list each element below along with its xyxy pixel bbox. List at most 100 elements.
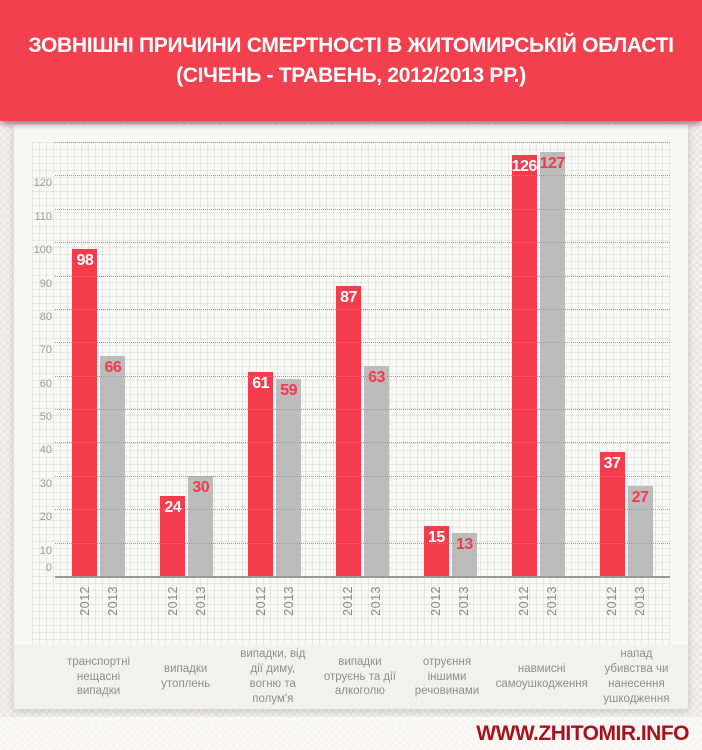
category-label: випадки утоплень <box>161 663 211 690</box>
tick-pair: 2012 2013 <box>406 580 494 640</box>
bar-group: 61 59 <box>231 142 319 576</box>
bar-2013: 13 <box>451 532 477 576</box>
tick-slot: 2013 <box>100 580 125 640</box>
tick-slot: 2012 <box>424 580 449 640</box>
y-tick-label: 30 <box>39 477 52 490</box>
tick-slot: 2013 <box>188 580 213 640</box>
gridline-20 <box>55 509 670 511</box>
plot-background: 0 10 20 30 40 50 60 70 80 90 100 110 120 98 66 24 30 61 5… <box>32 142 670 645</box>
bar-2012: 24 <box>160 495 186 576</box>
chart-card: 0 10 20 30 40 50 60 70 80 90 100 110 120 98 66 24 30 61 5… <box>14 124 688 709</box>
category-label: транспортні нещасні випадки <box>67 655 131 698</box>
y-tick-label: 60 <box>39 377 52 390</box>
x-tick-label: 2013 <box>105 586 120 616</box>
gridline-90 <box>55 275 670 277</box>
tick-slot: 2013 <box>628 580 653 640</box>
x-tick-label: 2012 <box>429 586 444 616</box>
watermark-text: WWW.ZHITOMIR.INFO <box>476 721 689 745</box>
category-label: випадки отруєнь та дії алкоголю <box>323 655 396 698</box>
bar-value-label: 13 <box>455 535 473 553</box>
y-tick-label: 0 <box>45 562 52 574</box>
tick-pair: 2012 2013 <box>582 580 670 640</box>
bar-2012: 15 <box>423 525 449 576</box>
gridline-70 <box>55 342 670 344</box>
tick-slot: 2013 <box>276 580 301 640</box>
x-tick-label: 2012 <box>253 586 268 616</box>
bar-value-label: 30 <box>192 478 210 496</box>
tick-pair: 2012 2013 <box>143 580 231 640</box>
bar-group: 98 66 <box>55 142 143 576</box>
y-tick-label: 90 <box>39 277 52 290</box>
x-tick-label: 2013 <box>545 586 560 616</box>
bar-2013: 63 <box>363 365 389 576</box>
gridline-100 <box>55 242 670 244</box>
category-label: випадки, від дії диму, вогню та полум'я <box>240 648 306 705</box>
bar-group: 126 127 <box>494 142 582 576</box>
y-tick-label: 110 <box>34 210 52 223</box>
tick-pair: 2012 2013 <box>231 580 319 640</box>
y-tick-label: 10 <box>39 544 52 557</box>
bar-value-label: 98 <box>76 251 94 269</box>
chart-title: ЗОВНІШНІ ПРИЧИНИ СМЕРТНОСТІ В ЖИТОМИРСЬК… <box>28 33 674 57</box>
x-tick-label: 2013 <box>457 586 472 616</box>
bar-group: 87 63 <box>319 142 407 576</box>
tick-slot: 2012 <box>160 580 185 640</box>
bar-2012: 126 <box>512 155 537 576</box>
x-tick-label: 2013 <box>633 586 648 616</box>
tick-slot: 2012 <box>512 580 537 640</box>
x-axis-tick-labels: 2012 2013 2012 2013 2012 2013 2012 2013 2012 2013… <box>55 580 670 640</box>
tick-slot: 2013 <box>540 580 565 640</box>
x-tick-label: 2012 <box>341 586 356 616</box>
bar-value-label: 59 <box>280 382 298 400</box>
category-labels-row: транспортні нещасні випадки випадки утопл… <box>55 645 680 709</box>
tick-slot: 2012 <box>72 580 97 640</box>
gridline-130 <box>55 142 670 143</box>
bar-2012: 61 <box>248 372 274 576</box>
gridline-50 <box>55 409 670 411</box>
bar-value-label: 37 <box>603 455 621 473</box>
gridline-110 <box>55 208 670 210</box>
x-tick-label: 2013 <box>369 586 384 616</box>
tick-slot: 2012 <box>336 580 361 640</box>
y-tick-label: 100 <box>33 244 52 257</box>
bar-value-label: 27 <box>631 488 649 506</box>
gridline-30 <box>55 475 670 477</box>
plot-area: 98 66 24 30 61 59 87 63 15 13 126 127 37 27 <box>55 142 670 578</box>
category-label: отруєння іншими речовинами <box>414 655 480 698</box>
watermark-strip: WWW.ZHITOMIR.INFO <box>0 717 702 750</box>
bar-value-label: 24 <box>164 498 182 516</box>
gridline-80 <box>55 308 670 310</box>
bar-2012: 87 <box>335 285 361 576</box>
gridline-60 <box>55 375 670 377</box>
bar-2012: 37 <box>599 452 625 576</box>
x-tick-label: 2012 <box>165 586 180 616</box>
tick-slot: 2012 <box>248 580 273 640</box>
gridline-10 <box>55 542 670 544</box>
bar-groups: 98 66 24 30 61 59 87 63 15 13 126 127 37 27 <box>55 142 670 576</box>
gridline-40 <box>55 442 670 444</box>
category-label: напад убивства чи нанесення ушкодження <box>603 648 670 705</box>
y-axis-labels: 0 10 20 30 40 50 60 70 80 90 100 110 120 <box>32 142 55 576</box>
x-tick-label: 2013 <box>281 586 296 616</box>
bar-2013: 127 <box>540 152 565 576</box>
x-tick-label: 2012 <box>77 586 92 616</box>
bar-value-label: 15 <box>427 528 445 546</box>
bar-value-label: 127 <box>539 155 566 173</box>
tick-slot: 2013 <box>364 580 389 640</box>
title-banner: ЗОВНІШНІ ПРИЧИНИ СМЕРТНОСТІ В ЖИТОМИРСЬК… <box>0 0 702 121</box>
y-tick-label: 80 <box>39 310 52 323</box>
category-label: навмисні самоушкодження <box>495 663 588 690</box>
tick-pair: 2012 2013 <box>494 580 582 640</box>
bar-2012: 98 <box>72 248 98 576</box>
x-tick-label: 2012 <box>517 586 532 616</box>
tick-slot: 2013 <box>452 580 477 640</box>
bar-group: 37 27 <box>582 142 670 576</box>
category-labels-band: транспортні нещасні випадки випадки утопл… <box>14 645 688 709</box>
bar-2013: 27 <box>627 485 653 576</box>
bar-value-label: 61 <box>252 375 270 393</box>
y-tick-label: 20 <box>39 511 52 524</box>
tick-pair: 2012 2013 <box>319 580 407 640</box>
y-tick-label: 40 <box>39 444 52 457</box>
bar-value-label: 87 <box>340 288 357 306</box>
